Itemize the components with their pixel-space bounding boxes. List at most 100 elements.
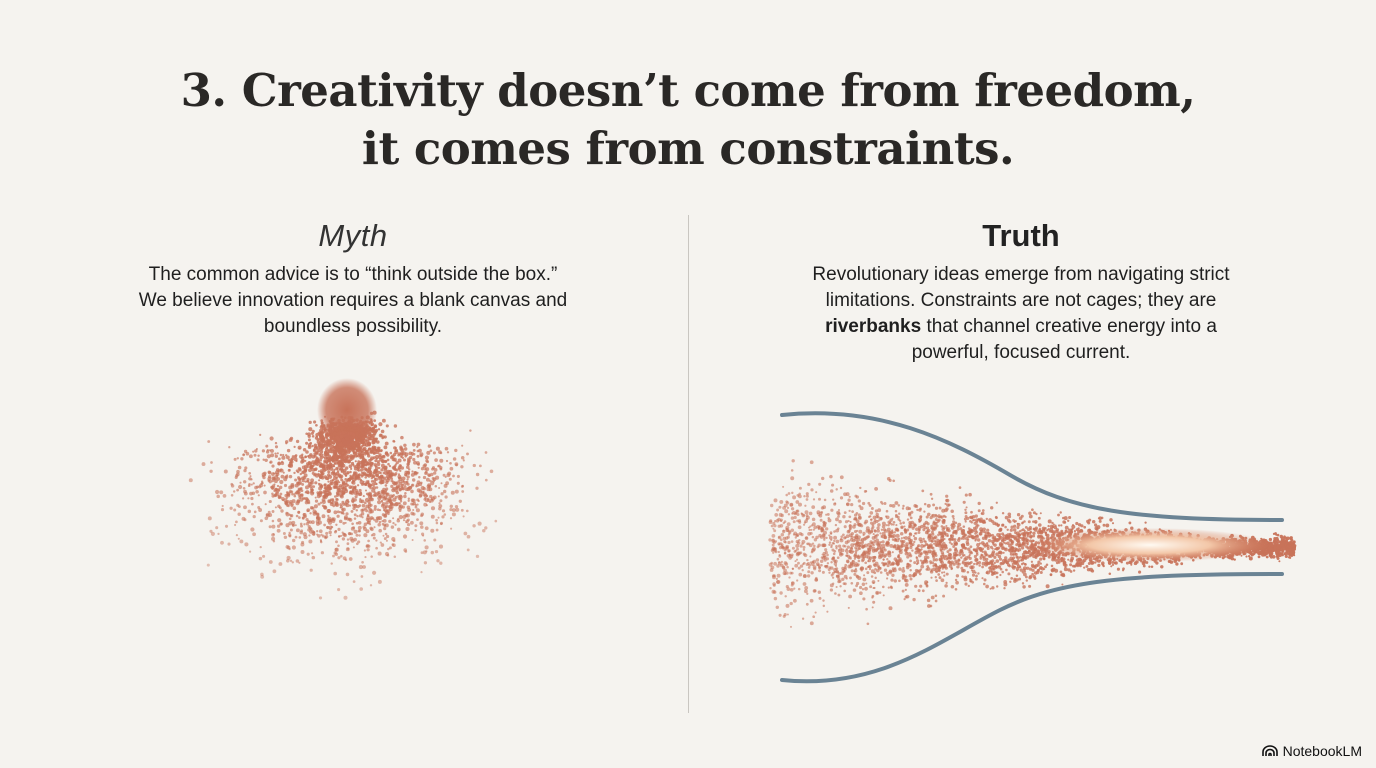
particle — [340, 534, 343, 537]
particle — [348, 424, 351, 427]
particle — [356, 492, 360, 496]
particle — [319, 425, 324, 430]
particle — [983, 582, 986, 586]
particle — [291, 538, 296, 543]
particle — [977, 524, 980, 527]
particle — [296, 470, 300, 474]
particle — [798, 494, 802, 499]
particle — [360, 508, 364, 512]
particle — [301, 470, 305, 475]
particle — [1061, 583, 1064, 586]
particle — [355, 533, 359, 537]
particle — [288, 499, 293, 504]
particle — [890, 578, 894, 582]
particle — [416, 518, 419, 521]
particle — [891, 517, 894, 520]
particle — [1125, 561, 1129, 565]
particle — [466, 534, 471, 539]
particle — [806, 558, 809, 562]
particle — [372, 536, 376, 540]
particle — [407, 459, 411, 463]
particle — [912, 597, 916, 602]
particle — [382, 506, 386, 510]
particle — [420, 514, 424, 518]
scattered-particles-cloud — [188, 378, 498, 600]
particle — [804, 504, 807, 507]
particle — [943, 574, 946, 577]
particle — [958, 486, 962, 489]
particle — [435, 528, 439, 532]
particle — [811, 535, 815, 539]
particle — [339, 460, 343, 463]
particle — [971, 580, 975, 584]
particle — [381, 467, 384, 470]
particle — [811, 505, 816, 509]
particle — [344, 477, 348, 481]
particle — [1071, 524, 1076, 529]
particle — [360, 499, 365, 504]
particle — [922, 537, 925, 541]
particle — [257, 454, 260, 457]
particle — [948, 548, 952, 552]
particle — [974, 571, 977, 574]
particle — [279, 492, 283, 496]
particle — [424, 497, 427, 500]
particle — [300, 550, 305, 554]
particle — [866, 552, 871, 556]
particle — [807, 482, 811, 487]
particle — [344, 499, 349, 505]
particle — [308, 427, 313, 432]
particle — [348, 518, 353, 522]
particle — [812, 615, 816, 619]
particle — [372, 433, 376, 438]
particle — [882, 528, 887, 532]
particle — [429, 494, 433, 499]
particle — [430, 506, 436, 511]
particle — [822, 599, 825, 602]
myth-heading: Myth — [318, 218, 388, 253]
particle — [334, 473, 338, 476]
particle — [271, 510, 275, 513]
particle — [312, 532, 316, 536]
particle — [890, 586, 893, 590]
particle — [974, 537, 977, 541]
particle — [941, 567, 944, 570]
particle — [323, 415, 327, 418]
particle — [940, 578, 945, 583]
particle — [238, 505, 241, 508]
particle — [369, 509, 374, 514]
particle — [359, 419, 363, 423]
particle — [320, 501, 323, 504]
particle — [445, 459, 449, 463]
particle — [834, 502, 837, 505]
myth-body: The common advice is to “think outside t… — [73, 262, 633, 340]
particle — [835, 585, 838, 589]
particle — [322, 494, 327, 499]
particle — [263, 471, 267, 476]
particle — [354, 460, 357, 463]
particle — [274, 452, 277, 455]
particle — [316, 530, 319, 533]
particle — [252, 532, 256, 537]
particle — [843, 589, 846, 593]
particle — [792, 520, 796, 524]
particle — [995, 585, 999, 588]
particle — [271, 533, 275, 537]
particle — [363, 501, 367, 505]
particle — [399, 497, 403, 501]
particle — [874, 509, 878, 513]
particle — [285, 523, 290, 528]
particle — [359, 498, 362, 501]
particle — [392, 439, 396, 443]
particle — [784, 509, 789, 514]
particle — [850, 502, 854, 507]
particle — [256, 485, 259, 489]
particle — [328, 429, 332, 434]
particle — [313, 420, 317, 424]
particle — [331, 446, 334, 449]
particle — [447, 471, 452, 476]
particle — [966, 570, 970, 574]
particle — [370, 480, 374, 483]
particle — [837, 508, 841, 512]
particle — [879, 571, 883, 574]
